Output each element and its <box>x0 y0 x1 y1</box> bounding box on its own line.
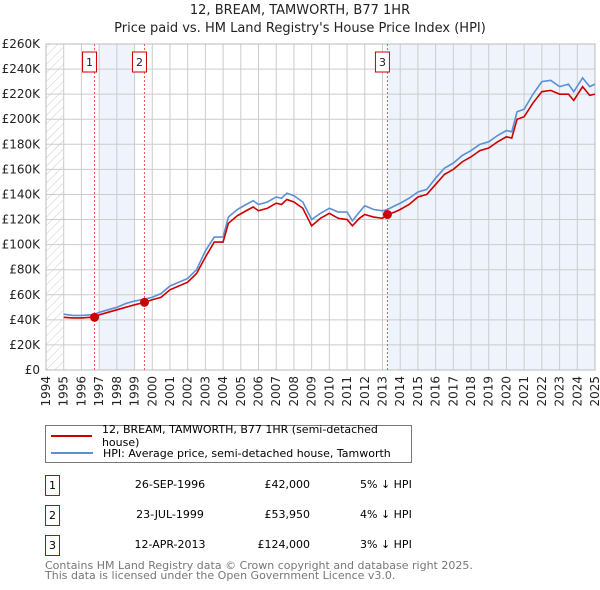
sale-marker-label: 1 <box>86 56 93 69</box>
sale-date: 12-APR-2013 <box>134 538 206 551</box>
y-tick-label: £20K <box>9 338 41 352</box>
sale-marker-label: 2 <box>136 56 143 69</box>
sale-date: 26-SEP-1996 <box>134 478 206 491</box>
sale-marker-box <box>374 51 390 73</box>
x-tick-label: 1996 <box>74 376 88 407</box>
sale-hpi-diff: 5% ↓ HPI <box>360 478 412 491</box>
x-tick-label: 2009 <box>305 376 319 407</box>
sale-marker-box <box>131 51 147 73</box>
x-tick-label: 2022 <box>535 376 549 407</box>
sale-price: £124,000 <box>257 538 311 551</box>
y-tick-label: £80K <box>9 263 41 277</box>
footer-line-1: Contains HM Land Registry data © Crown c… <box>45 559 473 572</box>
x-tick-label: 2007 <box>269 376 283 407</box>
y-tick-label: £180K <box>2 137 42 151</box>
hpi-line <box>63 76 596 317</box>
sale-price: £53,950 <box>264 508 311 521</box>
x-tick-label: 2014 <box>393 376 407 407</box>
footer-line-2: This data is licensed under the Open Gov… <box>45 569 396 582</box>
x-tick-label: 2020 <box>499 376 513 407</box>
x-tick-label: 2013 <box>375 376 389 407</box>
property-price-line <box>63 85 596 319</box>
y-tick-label: £140K <box>2 187 42 201</box>
legend-item-hpi: HPI: Average price, semi-detached house,… <box>46 445 391 461</box>
x-tick-label: 2023 <box>553 376 567 407</box>
sale-marker-label: 3 <box>45 535 60 556</box>
x-tick-label: 2008 <box>287 376 301 407</box>
sale-point <box>90 312 100 322</box>
y-tick-label: £260K <box>2 37 42 51</box>
sale-date: 23-JUL-1999 <box>136 508 204 521</box>
sale-row: 2 23-JUL-1999 £53,950 4% ↓ HPI <box>45 505 445 526</box>
x-tick-label: 2011 <box>340 376 354 407</box>
sale-hpi-diff: 4% ↓ HPI <box>360 508 412 521</box>
y-tick-label: £60K <box>9 288 41 302</box>
y-tick-label: £120K <box>2 213 42 227</box>
hatched-no-data-region <box>46 44 64 370</box>
chart-subtitle: Price paid vs. HM Land Registry's House … <box>114 21 486 36</box>
chart-title: 12, BREAM, TAMWORTH, B77 1HR <box>189 3 411 18</box>
x-tick-label: 2003 <box>198 376 212 407</box>
legend: 12, BREAM, TAMWORTH, B77 1HR (semi-detac… <box>45 423 412 463</box>
x-tick-label: 2015 <box>411 376 425 407</box>
x-tick-label: 2024 <box>570 376 584 407</box>
legend-label-hpi: HPI: Average price, semi-detached house,… <box>103 446 391 460</box>
plot-area: 1994 1995 1996 1997 1998 1999 2000 2001 2002 2003… <box>2 37 600 407</box>
x-tick-label: 2019 <box>482 376 496 407</box>
y-tick-label: £100K <box>2 238 42 252</box>
sale-row: 3 12-APR-2013 £124,000 3% ↓ HPI <box>45 535 445 556</box>
footer: Contains HM Land Registry data © Crown c… <box>45 559 473 582</box>
y-tick-label: £160K <box>2 162 42 176</box>
x-tick-label: 1998 <box>110 376 124 407</box>
y-tick-label: £200K <box>2 112 42 126</box>
y-tick-label: £220K <box>2 87 42 101</box>
x-tick-label: 2004 <box>216 376 230 407</box>
x-tick-label: 2021 <box>517 376 531 407</box>
y-tick-label: £0 <box>25 363 40 377</box>
sale-point <box>382 210 392 220</box>
y-tick-label: £40K <box>9 313 41 327</box>
legend-swatch-hpi <box>51 452 93 454</box>
sale-price: £42,000 <box>264 478 311 491</box>
x-tick-label: 1997 <box>92 376 106 407</box>
sale-marker-box <box>82 51 98 73</box>
x-tick-label: 2000 <box>145 376 159 407</box>
x-tick-label: 1995 <box>57 376 71 407</box>
sale-marker-label: 3 <box>379 56 386 69</box>
legend-label-property: 12, BREAM, TAMWORTH, B77 1HR (semi-detac… <box>101 423 378 449</box>
shaded-period <box>387 44 595 370</box>
x-tick-label: 1999 <box>128 376 142 407</box>
legend-swatch-property <box>51 435 92 437</box>
plot-frame <box>45 43 596 371</box>
x-tick-label: 2017 <box>446 376 460 407</box>
x-tick-label: 2016 <box>429 376 443 407</box>
sale-marker-label: 2 <box>45 505 60 526</box>
x-tick-label: 2001 <box>163 376 177 407</box>
x-tick-label: 1994 <box>39 376 53 407</box>
legend-item-property: 12, BREAM, TAMWORTH, B77 1HR (semi-detac… <box>46 423 411 449</box>
x-tick-label: 2006 <box>252 376 266 407</box>
x-tick-label: 2018 <box>464 376 478 407</box>
x-tick-label: 2010 <box>322 376 336 407</box>
x-tick-label: 2002 <box>181 376 195 407</box>
x-tick-label: 2005 <box>234 376 248 407</box>
sale-marker-label: 1 <box>45 475 60 496</box>
y-tick-label: £240K <box>2 62 42 76</box>
sale-point <box>139 297 149 307</box>
x-tick-label: 2012 <box>358 376 372 407</box>
sale-row: 1 26-SEP-1996 £42,000 5% ↓ HPI <box>45 475 445 496</box>
x-tick-label: 2025 <box>588 376 600 407</box>
sale-hpi-diff: 3% ↓ HPI <box>360 538 412 551</box>
